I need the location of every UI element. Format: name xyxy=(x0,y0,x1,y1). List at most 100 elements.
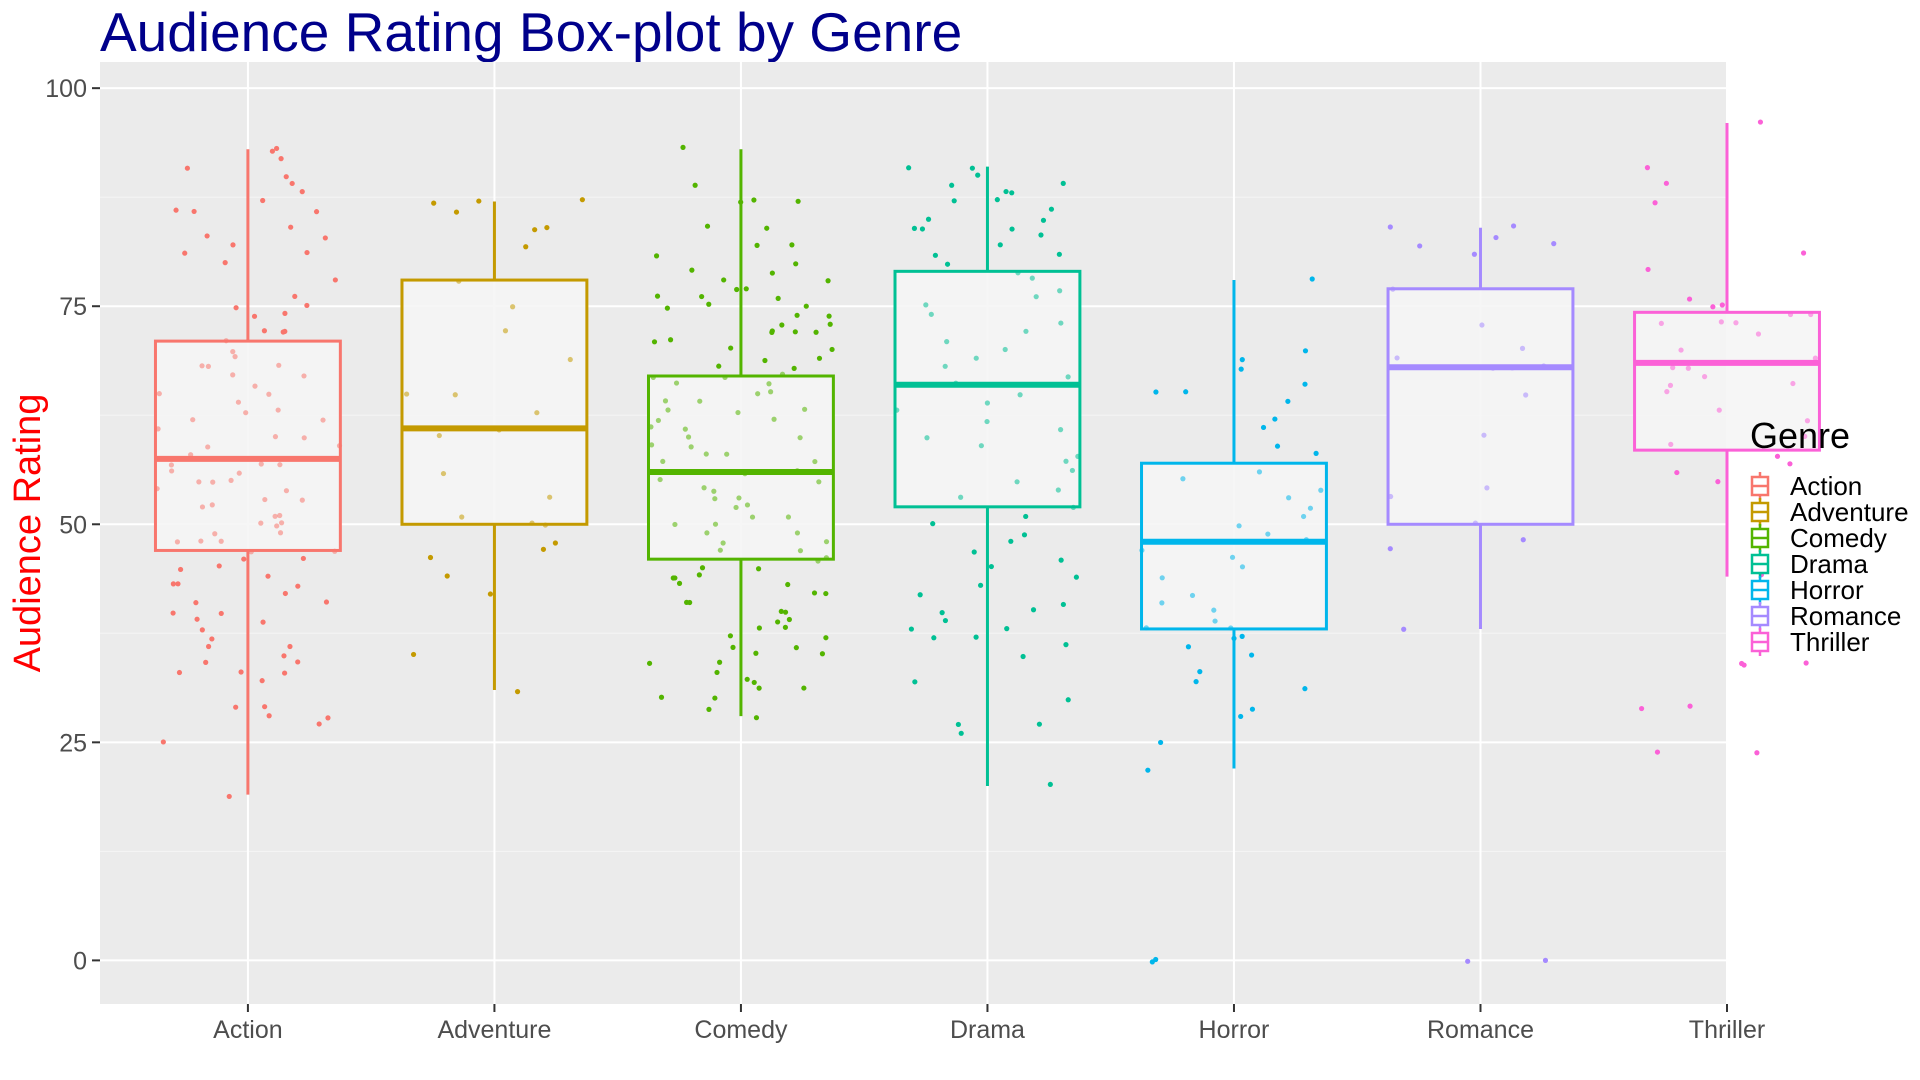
points-drama xyxy=(894,165,1081,788)
data-point xyxy=(730,644,736,650)
data-point xyxy=(1229,554,1236,560)
data-point xyxy=(332,277,338,283)
data-point xyxy=(292,293,298,300)
data-point xyxy=(1715,479,1721,485)
data-point xyxy=(653,253,660,259)
data-point xyxy=(769,270,775,276)
data-point xyxy=(278,156,284,162)
data-point xyxy=(258,461,264,467)
data-point xyxy=(196,479,202,485)
data-point xyxy=(299,497,305,503)
data-point xyxy=(826,313,832,319)
data-point xyxy=(236,470,242,476)
legend-label: Thriller xyxy=(1790,627,1870,657)
data-point xyxy=(1481,432,1487,438)
data-point xyxy=(744,676,750,682)
data-point xyxy=(951,198,957,204)
data-point xyxy=(973,355,979,361)
data-point xyxy=(1774,453,1781,459)
data-point xyxy=(906,165,912,171)
data-point xyxy=(1804,418,1811,424)
data-point xyxy=(955,721,961,728)
data-point xyxy=(978,443,984,449)
data-point xyxy=(1009,226,1015,232)
data-point xyxy=(688,444,694,450)
data-point xyxy=(971,549,977,555)
data-point xyxy=(1183,389,1189,395)
data-point xyxy=(203,659,209,665)
data-point xyxy=(1812,355,1818,361)
data-point xyxy=(431,200,437,206)
data-point xyxy=(942,617,949,624)
data-point xyxy=(199,504,206,510)
data-point xyxy=(260,197,266,204)
data-point xyxy=(233,305,239,311)
data-point xyxy=(764,225,770,231)
data-point xyxy=(816,479,822,485)
data-point xyxy=(1159,575,1165,581)
data-point xyxy=(440,470,447,477)
data-point xyxy=(706,706,712,712)
data-point xyxy=(683,599,690,605)
points-adventure xyxy=(404,197,585,695)
data-point xyxy=(1003,188,1009,195)
data-point xyxy=(812,458,818,465)
data-point xyxy=(547,494,553,500)
data-point xyxy=(1231,635,1237,641)
data-point xyxy=(1307,505,1314,511)
data-point xyxy=(734,286,740,293)
legend-label: Drama xyxy=(1790,549,1869,579)
data-point xyxy=(188,452,194,458)
data-point xyxy=(282,670,288,676)
data-point xyxy=(912,679,918,685)
data-point xyxy=(756,625,762,631)
data-point xyxy=(1716,407,1722,413)
data-point xyxy=(262,704,268,710)
data-point xyxy=(155,426,161,432)
data-point xyxy=(289,180,295,187)
data-point xyxy=(785,581,791,588)
data-point xyxy=(523,244,529,250)
data-point xyxy=(1733,320,1739,326)
data-point xyxy=(193,600,199,606)
data-point xyxy=(1309,276,1315,282)
data-point xyxy=(529,520,535,526)
data-point xyxy=(816,355,823,361)
data-point xyxy=(1040,217,1047,223)
data-point xyxy=(717,547,723,553)
data-point xyxy=(657,476,663,483)
data-point xyxy=(823,635,829,641)
data-point xyxy=(295,583,301,589)
data-point xyxy=(792,329,798,335)
data-point xyxy=(198,538,204,544)
data-point xyxy=(1075,453,1081,459)
data-point xyxy=(676,580,683,586)
data-point xyxy=(1471,251,1478,257)
data-point xyxy=(724,451,730,457)
data-point xyxy=(1274,443,1281,449)
data-point xyxy=(711,488,717,494)
data-point xyxy=(252,383,258,389)
data-point xyxy=(753,715,760,721)
data-point xyxy=(176,669,183,676)
data-point xyxy=(755,391,761,397)
data-point xyxy=(1063,458,1069,464)
chart-title: Audience Rating Box-plot by Genre xyxy=(100,1,963,63)
legend-title: Genre xyxy=(1750,415,1850,456)
data-point xyxy=(1790,380,1796,387)
data-point xyxy=(775,295,781,301)
data-point xyxy=(1757,119,1764,125)
data-point xyxy=(288,224,294,230)
data-point xyxy=(1048,206,1055,212)
box-drama xyxy=(893,166,1082,786)
data-point xyxy=(1272,416,1278,422)
legend-item-thriller: Thriller xyxy=(1750,627,1870,657)
data-point xyxy=(984,400,990,406)
data-point xyxy=(1149,959,1155,965)
data-point xyxy=(436,432,442,439)
data-point xyxy=(738,199,744,205)
points-comedy xyxy=(646,144,835,721)
data-point xyxy=(1065,697,1071,703)
data-point xyxy=(797,548,804,554)
box-romance xyxy=(1386,227,1575,629)
